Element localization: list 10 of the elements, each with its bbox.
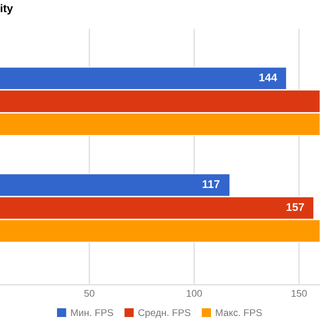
- legend-label: Мин. FPS: [71, 309, 114, 316]
- chart-title: ity: [0, 4, 13, 14]
- data-label: 117: [202, 180, 220, 188]
- x-tick-label: 50: [84, 290, 94, 297]
- legend-label: Средн. FPS: [138, 309, 190, 318]
- data-label: 157: [286, 203, 304, 211]
- x-tick-label: 150: [292, 290, 307, 297]
- data-label: 144: [259, 74, 278, 82]
- legend-label: Макс. FPS: [216, 309, 262, 316]
- x-tick-label: 100: [186, 290, 202, 297]
